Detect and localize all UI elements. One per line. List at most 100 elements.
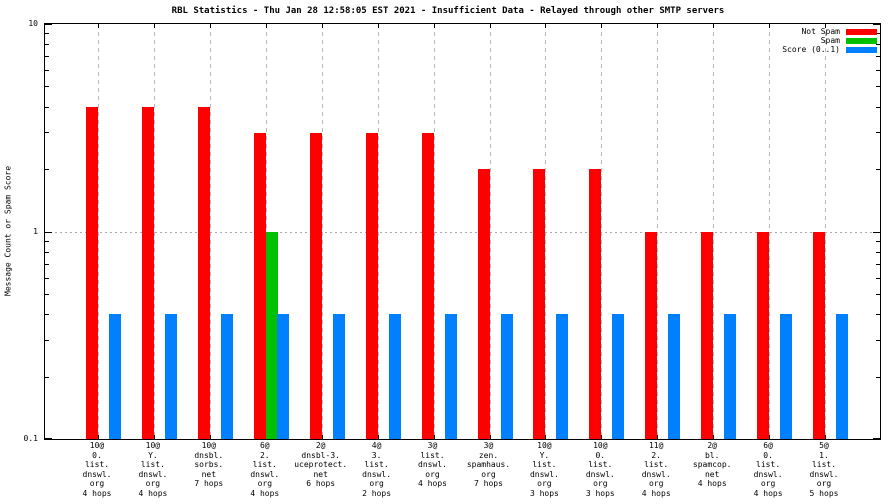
y-minor-tick (876, 241, 880, 242)
bar-not-spam (533, 169, 546, 439)
y-minor-tick (45, 169, 49, 170)
vertical-gridline (489, 24, 491, 439)
y-minor-tick (45, 264, 49, 265)
y-minor-tick (45, 56, 49, 57)
x-tick (545, 24, 547, 28)
x-tick (377, 435, 379, 439)
x-tick (489, 435, 491, 439)
y-minor-tick (876, 107, 880, 108)
bar-not-spam (365, 132, 378, 439)
bar-score-0-1- (109, 314, 121, 439)
x-category-label: 2@ bl. spamcop. net 4 hops (692, 441, 732, 488)
vertical-gridline (601, 24, 603, 439)
bar-not-spam (701, 231, 714, 439)
y-minor-tick (45, 33, 49, 34)
x-category-label: 6@ 0. list. dnswl. org 4 hops (753, 441, 783, 498)
y-minor-tick (876, 314, 880, 315)
y-minor-tick (45, 107, 49, 108)
x-tick (321, 24, 323, 28)
bar-score-0-1- (836, 314, 848, 439)
bar-score-0-1- (668, 314, 681, 439)
bar-not-spam (141, 106, 154, 439)
y-major-tick (873, 232, 880, 233)
bar-score-0-1- (780, 314, 793, 439)
y-minor-tick (45, 241, 49, 242)
legend-label: Spam (820, 36, 840, 45)
x-tick (321, 435, 323, 439)
x-tick (601, 24, 603, 28)
x-tick (713, 24, 715, 28)
x-category-label: 10@ Y. list. dnswl. org 3 hops (529, 441, 559, 498)
legend-label: Not Spam (801, 27, 840, 36)
x-tick (825, 24, 826, 28)
bar-score-0-1- (332, 314, 345, 439)
x-category-label: 10@ dnsbl. sorbs. net 7 hops (194, 441, 224, 488)
bar-score-0-1- (500, 314, 513, 439)
y-minor-tick (45, 340, 49, 341)
x-category-label: 10@ Y. list. dnswl. org 4 hops (138, 441, 168, 498)
y-major-tick (45, 438, 52, 439)
x-category-label: 3@ list. dnswl. org 4 hops (418, 441, 447, 488)
bar-score-0-1- (388, 314, 401, 439)
x-tick (657, 435, 659, 439)
vertical-gridline (153, 24, 155, 439)
y-minor-tick (876, 340, 880, 341)
bar-score-0-1- (220, 314, 233, 439)
legend-entry: Spam (782, 36, 877, 45)
legend-entry: Not Spam (782, 27, 877, 36)
x-tick (153, 24, 155, 28)
x-tick (98, 435, 99, 439)
bar-not-spam (253, 132, 266, 439)
x-tick (489, 24, 491, 28)
y-minor-tick (45, 294, 49, 295)
y-major-tick (873, 24, 880, 25)
x-tick (769, 24, 771, 28)
y-minor-tick (876, 377, 880, 378)
legend-label: Score (0..1) (782, 45, 840, 54)
x-tick (433, 24, 435, 28)
chart-title: RBL Statistics - Thu Jan 28 12:58:05 EST… (171, 6, 725, 16)
bar-spam (265, 231, 278, 439)
y-tick-label: 10 (28, 19, 38, 28)
x-tick (377, 24, 379, 28)
y-minor-tick (876, 264, 880, 265)
vertical-gridline (769, 24, 771, 439)
x-tick (433, 435, 435, 439)
y-tick-label: 0.1 (23, 434, 38, 443)
bar-score-0-1- (612, 314, 625, 439)
bar-not-spam (757, 231, 770, 439)
bar-score-0-1- (164, 314, 177, 439)
x-category-label: 4@ 3. list. dnswl. org 2 hops (362, 441, 392, 498)
y-minor-tick (876, 132, 880, 133)
x-tick (98, 24, 99, 28)
y-minor-tick (45, 44, 49, 45)
bar-not-spam (421, 132, 434, 439)
x-tick (825, 435, 826, 439)
y-minor-tick (876, 56, 880, 57)
x-tick (209, 24, 211, 28)
bar-score-0-1- (724, 314, 737, 439)
legend: Not Spam Spam Score (0..1) (782, 27, 877, 54)
bar-not-spam (589, 169, 602, 439)
y-major-tick (45, 24, 52, 25)
bar-not-spam (197, 106, 210, 439)
x-tick (153, 435, 155, 439)
vertical-gridline (657, 24, 659, 439)
x-category-label: 10@ 0. list. dnswl. org 4 hops (82, 441, 112, 498)
y-tick-label: 1 (33, 226, 38, 236)
bar-score-0-1- (276, 314, 289, 439)
vertical-gridline (377, 24, 379, 439)
horizontal-gridline (45, 232, 880, 233)
vertical-gridline (209, 24, 211, 439)
x-tick (545, 435, 547, 439)
y-minor-tick (876, 252, 880, 253)
y-minor-tick (876, 169, 880, 170)
y-minor-tick (876, 70, 880, 71)
vertical-gridline (545, 24, 547, 439)
bar-not-spam (645, 231, 658, 439)
x-tick (657, 24, 659, 28)
x-category-label: 11@ 2. list. dnswl. org 4 hops (641, 441, 671, 498)
x-category-label: 3@ zen. spamhaus. org 7 hops (466, 441, 511, 488)
bar-not-spam (477, 169, 490, 439)
